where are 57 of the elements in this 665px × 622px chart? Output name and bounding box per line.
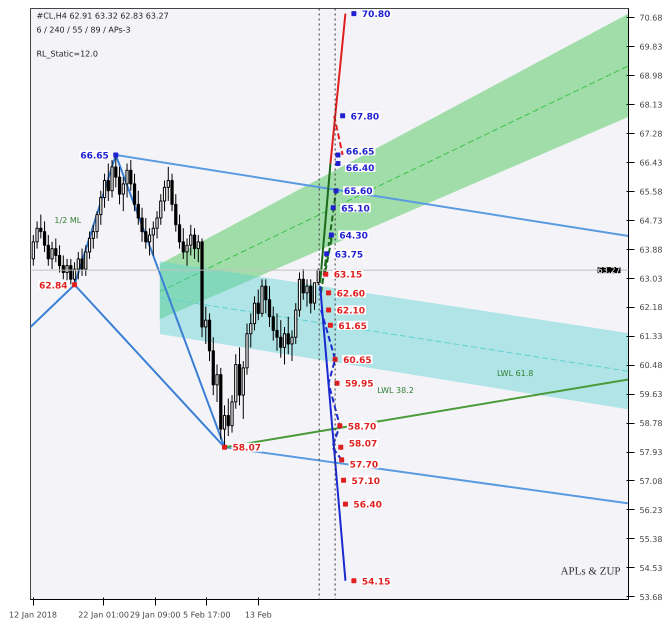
annotation: 6 / 240 / 55 / 89 / APs-3 — [36, 26, 131, 34]
data-label: 58.70 — [348, 422, 376, 432]
data-label: 70.80 — [362, 10, 390, 20]
annotation: LWL 61.8 — [496, 369, 534, 378]
y-tick-label: 61.33 — [640, 332, 662, 342]
y-tick-label: 53.68 — [640, 592, 662, 602]
annotation: APLs & ZUP — [560, 566, 621, 578]
y-tick-label: 68.98 — [640, 72, 662, 81]
x-tick-label: 5 Feb 17:00 — [183, 610, 230, 620]
y-tick-label: 62.18 — [640, 303, 662, 312]
data-label: 56.40 — [353, 500, 382, 511]
data-label: 62.60 — [336, 289, 366, 300]
y-tick-label: 55.38 — [640, 534, 662, 544]
data-label: 57.70 — [350, 460, 378, 470]
data-label: 62.84 — [39, 281, 68, 292]
y-tick-label: 65.58 — [640, 187, 662, 196]
y-tick-label: 69.83 — [640, 42, 662, 52]
annotation: LWL 38.2 — [377, 386, 414, 396]
y-tick-label: 63.88 — [640, 245, 662, 254]
data-label: 63.75 — [334, 250, 364, 260]
data-label: 66.65 — [346, 147, 374, 158]
x-tick-label: 13 Feb — [244, 610, 272, 620]
y-tick-label: 57.93 — [640, 448, 662, 458]
data-label: 63.15 — [334, 270, 362, 281]
data-label: 54.15 — [362, 577, 390, 588]
data-label: 57.10 — [352, 476, 380, 487]
y-tick-label: 66.43 — [640, 158, 662, 168]
x-tick-label: 12 Jan 2018 — [9, 610, 58, 620]
y-tick-label: 64.73 — [640, 216, 662, 226]
y-tick-label: 54.53 — [640, 564, 662, 573]
data-label: 64.30 — [339, 232, 368, 242]
annotation: RL_Static=12.0 — [36, 50, 98, 58]
y-tick-label: 58.78 — [640, 419, 662, 428]
x-tick-label: 22 Jan 01:00 — [78, 610, 129, 620]
data-label: 61.65 — [338, 322, 367, 332]
annotation: 1/2 ML — [54, 216, 82, 225]
y-tick-label: 60.48 — [640, 361, 662, 370]
ref-line-label: 63.27 — [598, 266, 621, 276]
data-label: 62.10 — [336, 306, 366, 316]
x-tick-label: 29 Jan 09:00 — [130, 610, 180, 620]
data-label: 58.07 — [232, 444, 261, 454]
y-tick-label: 70.68 — [640, 14, 662, 23]
y-tick-label: 68.13 — [640, 100, 662, 110]
y-tick-label: 57.08 — [640, 476, 662, 486]
y-tick-label: 59.63 — [640, 390, 662, 400]
data-label: 66.65 — [80, 151, 109, 162]
y-tick-label: 67.28 — [640, 130, 662, 139]
data-label: 58.07 — [348, 440, 378, 450]
data-label: 60.65 — [343, 356, 372, 366]
data-label: 65.60 — [344, 187, 373, 198]
data-label: 65.10 — [341, 204, 370, 214]
y-tick-label: 63.03 — [640, 274, 662, 284]
annotation: #CL,H4 62.91 63.32 62.83 63.27 — [36, 12, 169, 20]
data-label: 59.95 — [345, 380, 374, 390]
y-tick-label: 56.23 — [640, 506, 662, 515]
data-label: 67.80 — [350, 112, 380, 122]
data-label: 66.40 — [346, 164, 374, 174]
